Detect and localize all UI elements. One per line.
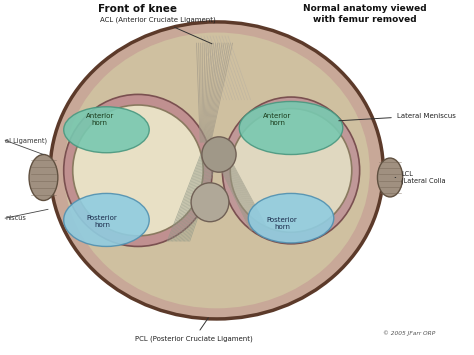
Ellipse shape [73,105,203,236]
Ellipse shape [64,94,212,246]
Text: LCL
(Lateral Colla: LCL (Lateral Colla [395,171,446,184]
Ellipse shape [191,183,229,222]
Ellipse shape [248,193,334,243]
Ellipse shape [240,113,342,228]
Ellipse shape [239,102,343,154]
Text: PCL (Posterior Cruciate Ligament): PCL (Posterior Cruciate Ligament) [136,318,253,342]
Text: Front of knee: Front of knee [98,4,177,14]
Text: niscus: niscus [5,215,26,221]
Text: Posterior
horn: Posterior horn [267,217,297,230]
Ellipse shape [222,97,360,244]
Text: al Ligament): al Ligament) [5,137,47,144]
Ellipse shape [64,33,370,308]
Text: ACL (Anterior Cruciate Ligament): ACL (Anterior Cruciate Ligament) [100,17,216,44]
Ellipse shape [64,193,149,246]
Ellipse shape [50,22,383,319]
Ellipse shape [377,158,402,197]
Text: Anterior
horn: Anterior horn [264,113,292,126]
Ellipse shape [202,137,236,172]
Ellipse shape [64,107,149,153]
Text: Lateral Meniscus: Lateral Meniscus [339,113,456,121]
Text: Normal anatomy viewed
with femur removed: Normal anatomy viewed with femur removed [303,4,427,24]
Text: Posterior
horn: Posterior horn [87,215,118,228]
Ellipse shape [83,111,193,230]
Text: © 2005 JFarr ORP: © 2005 JFarr ORP [383,330,436,336]
Text: Anterior
horn: Anterior horn [86,113,114,126]
Ellipse shape [29,154,58,201]
Ellipse shape [230,109,352,232]
